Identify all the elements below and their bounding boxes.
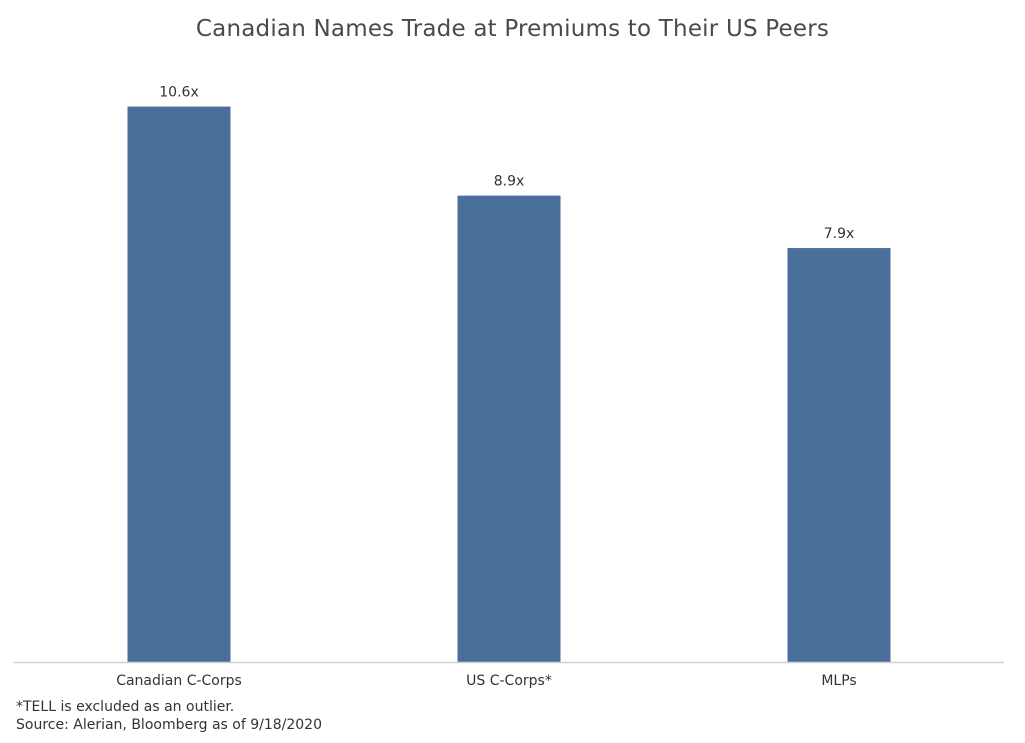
bar-3 [787, 248, 891, 663]
chart-title: Canadian Names Trade at Premiums to Thei… [195, 16, 830, 42]
category-label-2: US C-Corps* [466, 673, 552, 689]
category-label-1: Canadian C-Corps [116, 673, 242, 689]
category-label-3: MLPs [821, 673, 856, 689]
data-label-1: 10.6x [159, 85, 198, 101]
footnote-source: Source: Alerian, Bloomberg as of 9/18/20… [16, 717, 322, 733]
footnote-outlier: *TELL is excluded as an outlier. [16, 699, 235, 715]
bar-2 [457, 195, 561, 662]
data-label-3: 7.9x [824, 226, 855, 242]
data-label-2: 8.9x [494, 174, 525, 190]
bar-1 [127, 106, 231, 662]
